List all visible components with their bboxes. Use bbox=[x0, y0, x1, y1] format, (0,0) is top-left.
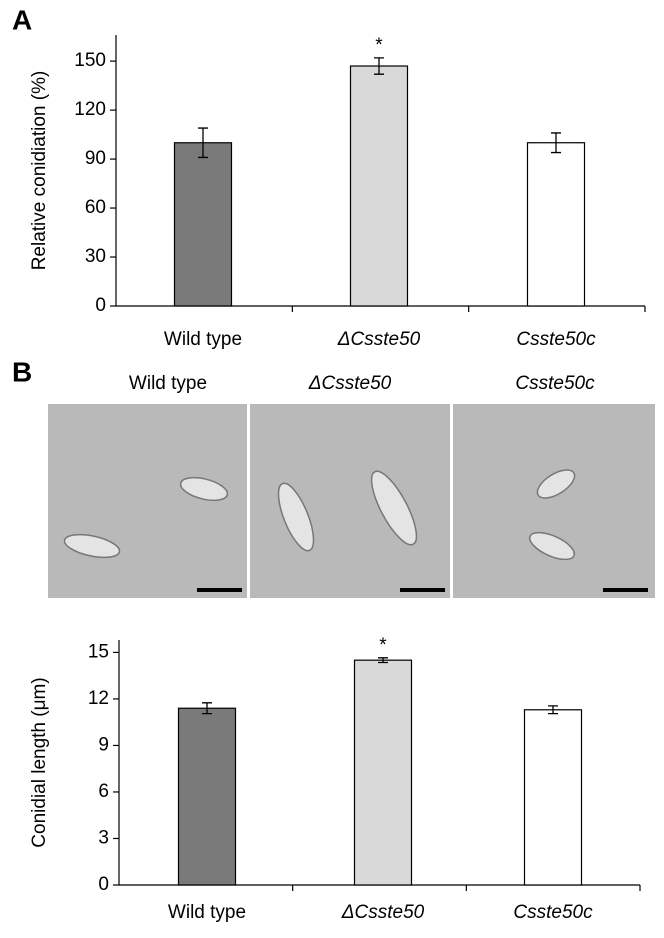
conidium bbox=[528, 531, 576, 561]
bar bbox=[173, 142, 233, 307]
x-tick-label: Csste50c bbox=[516, 329, 596, 350]
error-bar bbox=[551, 132, 561, 154]
x-tick-label: Wild type bbox=[164, 329, 242, 350]
bar bbox=[177, 707, 237, 886]
y-axis-label: Conidial length (μm) bbox=[29, 677, 50, 847]
x-tick-label: ΔCsste50 bbox=[341, 902, 425, 923]
bar bbox=[523, 709, 583, 886]
significance-marker: * bbox=[375, 35, 383, 56]
x-tick-label: Csste50c bbox=[513, 902, 593, 923]
significance-marker: * bbox=[379, 635, 387, 656]
bar bbox=[349, 65, 409, 307]
panel-label: A bbox=[12, 4, 32, 35]
panel-label: B bbox=[12, 356, 32, 387]
conidium bbox=[536, 469, 576, 499]
y-tick-label: 90 bbox=[85, 148, 106, 169]
micrograph-label: ΔCsste50 bbox=[308, 373, 392, 394]
y-tick-label: 15 bbox=[88, 641, 109, 662]
y-tick-label: 60 bbox=[85, 197, 106, 218]
error-bar bbox=[378, 657, 388, 664]
micrographs bbox=[48, 404, 655, 598]
y-axis-label: Relative conidiation (%) bbox=[29, 71, 50, 271]
conidium bbox=[370, 470, 418, 546]
micrograph bbox=[48, 404, 247, 598]
conidium bbox=[63, 533, 121, 559]
y-tick-label: 0 bbox=[95, 295, 106, 316]
conidium bbox=[179, 476, 229, 502]
y-tick-label: 3 bbox=[98, 827, 109, 848]
y-tick-label: 9 bbox=[98, 734, 109, 755]
y-tick-label: 6 bbox=[98, 781, 109, 802]
x-tick-label: ΔCsste50 bbox=[337, 329, 421, 350]
bar bbox=[353, 659, 413, 886]
error-bar bbox=[374, 57, 384, 75]
conidium bbox=[277, 482, 315, 552]
bar bbox=[526, 142, 586, 307]
error-bar bbox=[548, 705, 558, 715]
y-tick-label: 150 bbox=[74, 50, 106, 71]
y-tick-label: 120 bbox=[74, 99, 106, 120]
y-tick-label: 30 bbox=[85, 246, 106, 267]
micrograph-label: Csste50c bbox=[515, 373, 595, 394]
error-bar bbox=[202, 702, 212, 715]
x-tick-label: Wild type bbox=[168, 902, 246, 923]
y-tick-label: 12 bbox=[88, 688, 109, 709]
y-tick-label: 0 bbox=[98, 874, 109, 895]
micrograph-label: Wild type bbox=[129, 373, 207, 394]
micrograph bbox=[453, 404, 655, 598]
error-bar bbox=[198, 127, 208, 159]
